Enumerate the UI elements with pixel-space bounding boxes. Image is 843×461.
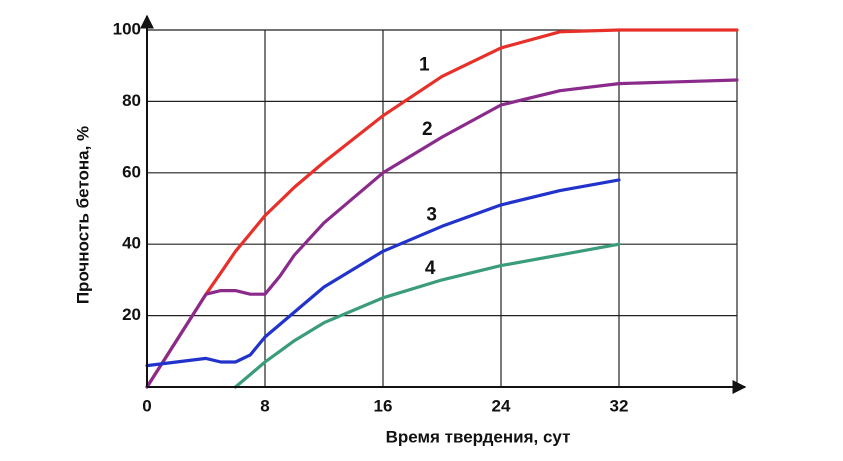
series-label: 1 bbox=[419, 55, 430, 76]
series-label: 4 bbox=[425, 258, 436, 279]
y-tick-label: 20 bbox=[122, 305, 141, 324]
series-label: 2 bbox=[422, 119, 433, 140]
y-tick-label: 80 bbox=[122, 91, 141, 110]
curves bbox=[145, 28, 739, 389]
x-tick-label: 24 bbox=[492, 396, 511, 415]
y-axis-title: Прочность бетона, % bbox=[73, 126, 92, 304]
series-line bbox=[233, 242, 621, 389]
y-tick-label: 40 bbox=[122, 234, 141, 253]
series-line bbox=[145, 28, 739, 389]
x-tick-label: 8 bbox=[260, 396, 269, 415]
x-tick-label: 16 bbox=[374, 396, 393, 415]
x-tick-label: 32 bbox=[610, 396, 629, 415]
x-axis-title: Время твердения, сут bbox=[386, 427, 571, 446]
series-line bbox=[145, 78, 739, 389]
series-line bbox=[145, 178, 621, 368]
x-tick-label: 0 bbox=[142, 396, 151, 415]
y-tick-label: 60 bbox=[122, 162, 141, 181]
y-tick-label: 100 bbox=[113, 19, 141, 38]
series-label: 3 bbox=[426, 205, 437, 226]
